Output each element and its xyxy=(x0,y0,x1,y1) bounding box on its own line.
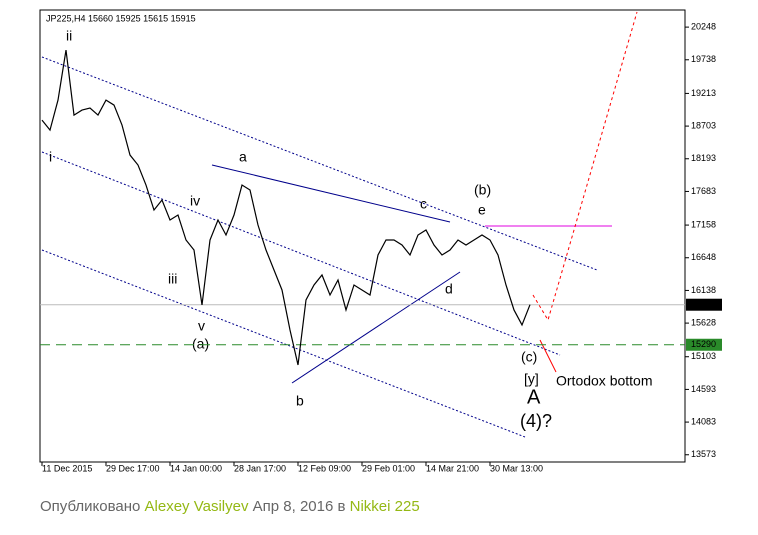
y-tick-label: 17158 xyxy=(691,219,716,229)
wave-label: ii xyxy=(66,28,72,44)
wave-label: v xyxy=(198,318,205,334)
y-tick-label: 15628 xyxy=(691,317,716,327)
wave-label: i xyxy=(49,149,52,165)
trendline-bd xyxy=(291,271,461,384)
wave-label: (c) xyxy=(521,349,537,365)
x-tick-label: 29 Feb 01:00 xyxy=(362,463,415,473)
annotations: ii i iv iii v (a) a b c d e (b) (c) [y] … xyxy=(49,28,653,431)
wave-label: e xyxy=(478,202,486,218)
pointer xyxy=(539,339,557,373)
y-tick-label: 18703 xyxy=(691,120,716,130)
support-label: 15290 xyxy=(691,339,716,349)
wave-label: iv xyxy=(190,193,200,209)
x-tick-label: 12 Feb 09:00 xyxy=(298,463,351,473)
y-tick-label: 17683 xyxy=(691,186,716,196)
wave-label: iii xyxy=(168,271,177,287)
channel-middle xyxy=(41,151,561,356)
wave-label: c xyxy=(420,196,427,212)
plot-frame xyxy=(39,9,686,463)
wave-label: A xyxy=(527,386,541,408)
y-tick-label: 14083 xyxy=(691,416,716,426)
y-tick-label: 15103 xyxy=(691,351,716,361)
x-tick-label: 28 Jan 17:00 xyxy=(234,463,286,473)
y-tick-label: 13573 xyxy=(691,449,716,459)
wave-label: b xyxy=(296,393,304,409)
wave-label: d xyxy=(445,281,453,297)
price-label: 15915 xyxy=(691,299,716,309)
wave-label: (4)? xyxy=(520,411,552,431)
y-tick-label: 20248 xyxy=(691,21,716,31)
x-tick-label: 30 Mar 13:00 xyxy=(490,463,543,473)
y-tick-label: 19213 xyxy=(691,88,716,98)
footer-text: в xyxy=(337,498,346,515)
note: Ortodox bottom xyxy=(556,373,653,389)
x-tick-label: 14 Jan 00:00 xyxy=(170,463,222,473)
x-tick-label: 29 Dec 17:00 xyxy=(106,463,160,473)
projection xyxy=(532,11,638,322)
footer-date: Апр 8, 2016 xyxy=(252,498,334,515)
wave-label: (a) xyxy=(192,336,209,352)
channel-upper xyxy=(41,56,598,271)
chart: JP225,H4 15660 15925 15615 15915 ii i iv… xyxy=(39,9,722,473)
price-box xyxy=(686,298,722,311)
footer: Опубликовано Alexey Vasilyev Апр 8, 2016… xyxy=(40,498,420,515)
chart-title: JP225,H4 15660 15925 15615 15915 xyxy=(46,13,196,23)
price-line-series xyxy=(41,50,531,366)
drawings xyxy=(41,11,638,438)
author-link[interactable]: Alexey Vasilyev xyxy=(144,498,249,515)
channel-lower xyxy=(41,249,526,438)
wave-label: (b) xyxy=(474,182,491,198)
footer-text: Опубликовано xyxy=(40,498,141,515)
x-tick-label: 11 Dec 2015 xyxy=(42,463,92,473)
y-tick-label: 14593 xyxy=(691,384,716,394)
wave-label: a xyxy=(239,149,247,165)
y-tick-label: 19738 xyxy=(691,54,716,64)
y-tick-label: 18193 xyxy=(691,153,716,163)
market-link[interactable]: Nikkei 225 xyxy=(349,498,420,515)
y-tick-label: 16648 xyxy=(691,252,716,262)
support-box xyxy=(686,338,722,351)
y-tick-label: 16138 xyxy=(691,285,716,295)
wave-label: [y] xyxy=(524,371,539,387)
trendline-ac xyxy=(211,164,451,223)
x-tick-label: 14 Mar 21:00 xyxy=(426,463,479,473)
